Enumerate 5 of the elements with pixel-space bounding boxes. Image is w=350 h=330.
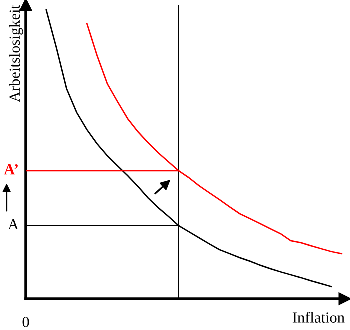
x-axis-title: Inflation	[292, 312, 345, 323]
text: A’	[4, 164, 18, 175]
text: A	[8, 219, 19, 230]
text: 0	[22, 317, 30, 328]
y-axis-title: Arbeitslosigkeit	[9, 5, 24, 102]
